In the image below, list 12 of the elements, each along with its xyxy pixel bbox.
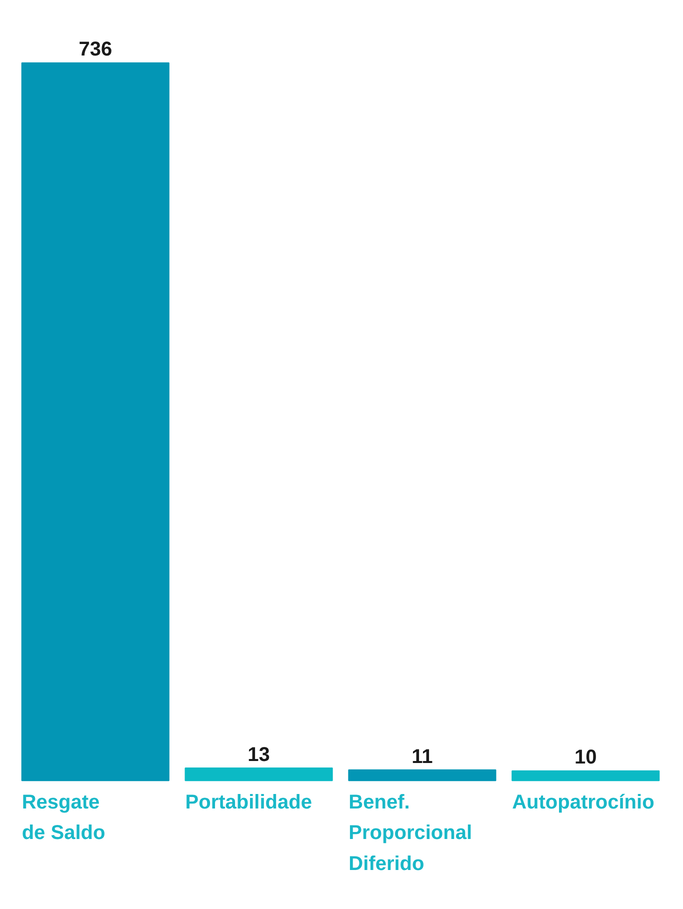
data-label: 10 bbox=[574, 746, 597, 769]
bar bbox=[21, 62, 170, 782]
bar bbox=[184, 767, 333, 782]
x-tick-label: Resgate de Saldo bbox=[22, 791, 106, 844]
data-label: 13 bbox=[248, 744, 270, 766]
bar bbox=[512, 770, 660, 782]
x-tick-label: Benef. Proporcional Diferido bbox=[348, 791, 472, 876]
x-tick-label: Portabilidade bbox=[185, 791, 312, 814]
data-label: 736 bbox=[78, 38, 112, 61]
bar bbox=[348, 769, 496, 782]
data-label: 11 bbox=[412, 746, 433, 768]
x-tick-label: Autopatrocínio bbox=[512, 791, 654, 814]
